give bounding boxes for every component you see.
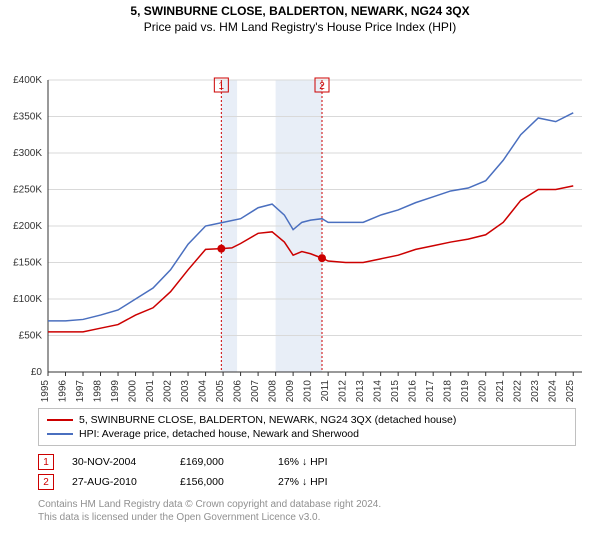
chart-title: 5, SWINBURNE CLOSE, BALDERTON, NEWARK, N… <box>0 0 600 18</box>
sale-date: 30-NOV-2004 <box>72 456 162 468</box>
legend-label: 5, SWINBURNE CLOSE, BALDERTON, NEWARK, N… <box>79 414 456 426</box>
svg-text:2007: 2007 <box>250 380 261 403</box>
svg-text:2022: 2022 <box>513 380 524 403</box>
legend-swatch <box>47 433 73 435</box>
legend-swatch <box>47 419 73 421</box>
svg-text:£150K: £150K <box>13 258 42 269</box>
chart-subtitle: Price paid vs. HM Land Registry's House … <box>0 18 600 34</box>
svg-text:2006: 2006 <box>233 380 244 403</box>
sale-marker-badge: 1 <box>38 454 54 470</box>
svg-text:2002: 2002 <box>163 380 174 403</box>
svg-text:£200K: £200K <box>13 221 42 232</box>
svg-text:2018: 2018 <box>443 380 454 403</box>
svg-text:2010: 2010 <box>303 380 314 403</box>
svg-text:2004: 2004 <box>198 380 209 403</box>
svg-text:2012: 2012 <box>338 380 349 403</box>
svg-text:2003: 2003 <box>180 380 191 403</box>
svg-text:2: 2 <box>319 81 325 92</box>
svg-text:2021: 2021 <box>495 380 506 403</box>
svg-text:£400K: £400K <box>13 75 42 86</box>
svg-text:2025: 2025 <box>565 380 576 403</box>
legend-label: HPI: Average price, detached house, Newa… <box>79 428 359 440</box>
svg-text:2009: 2009 <box>285 380 296 403</box>
svg-text:2024: 2024 <box>548 380 559 403</box>
sale-marker-badge: 2 <box>38 474 54 490</box>
svg-text:2014: 2014 <box>373 380 384 403</box>
svg-text:2023: 2023 <box>530 380 541 403</box>
footer-line: Contains HM Land Registry data © Crown c… <box>38 498 576 511</box>
svg-text:£100K: £100K <box>13 294 42 305</box>
sale-price: £156,000 <box>180 476 260 488</box>
price-chart: £0 £50K £100K £150K £200K £250K £300K £350K £400… <box>0 34 600 404</box>
svg-text:1: 1 <box>219 81 225 92</box>
svg-text:2001: 2001 <box>145 380 156 403</box>
svg-text:2015: 2015 <box>390 380 401 403</box>
svg-text:2013: 2013 <box>355 380 366 403</box>
legend-item: 5, SWINBURNE CLOSE, BALDERTON, NEWARK, N… <box>47 413 567 427</box>
sale-comparison: 27% ↓ HPI <box>278 476 328 488</box>
svg-text:2020: 2020 <box>478 380 489 403</box>
svg-text:2005: 2005 <box>215 380 226 403</box>
svg-text:1999: 1999 <box>110 380 121 403</box>
sale-price: £169,000 <box>180 456 260 468</box>
svg-text:2008: 2008 <box>268 380 279 403</box>
sale-date: 27-AUG-2010 <box>72 476 162 488</box>
svg-text:£350K: £350K <box>13 112 42 123</box>
svg-text:£250K: £250K <box>13 185 42 196</box>
sale-row: 1 30-NOV-2004 £169,000 16% ↓ HPI <box>38 452 576 472</box>
legend-item: HPI: Average price, detached house, Newa… <box>47 427 567 441</box>
svg-text:£300K: £300K <box>13 148 42 159</box>
svg-text:2000: 2000 <box>128 380 139 403</box>
legend: 5, SWINBURNE CLOSE, BALDERTON, NEWARK, N… <box>38 408 576 446</box>
svg-text:1995: 1995 <box>40 380 51 403</box>
footer-text: Contains HM Land Registry data © Crown c… <box>38 498 576 524</box>
sale-comparison: 16% ↓ HPI <box>278 456 328 468</box>
svg-text:1996: 1996 <box>58 380 69 403</box>
sales-table: 1 30-NOV-2004 £169,000 16% ↓ HPI 2 27-AU… <box>38 452 576 492</box>
svg-text:2019: 2019 <box>460 380 471 403</box>
svg-text:£50K: £50K <box>19 331 43 342</box>
svg-text:£0: £0 <box>31 367 43 378</box>
svg-text:1997: 1997 <box>75 380 86 403</box>
svg-text:1998: 1998 <box>93 380 104 403</box>
svg-text:2016: 2016 <box>408 380 419 403</box>
svg-text:2011: 2011 <box>320 380 331 402</box>
footer-line: This data is licensed under the Open Gov… <box>38 511 576 524</box>
svg-text:2017: 2017 <box>425 380 436 403</box>
sale-row: 2 27-AUG-2010 £156,000 27% ↓ HPI <box>38 472 576 492</box>
